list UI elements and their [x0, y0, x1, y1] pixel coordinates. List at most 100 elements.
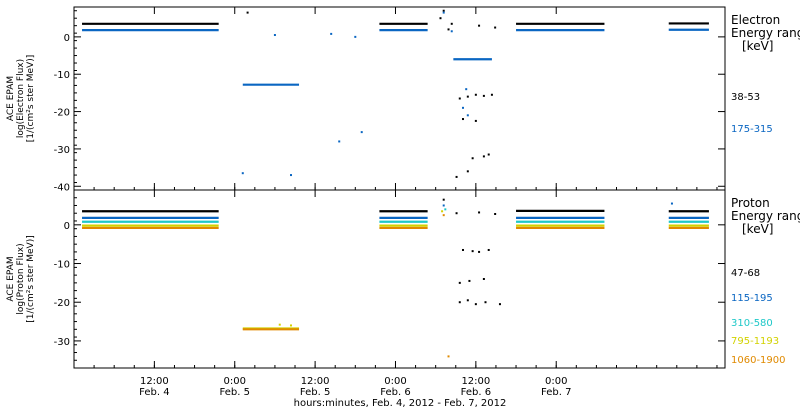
data-point [487, 153, 490, 156]
data-point [494, 26, 497, 29]
legend-item: 47-68 [731, 268, 760, 279]
y-tick-label: 0 [64, 33, 70, 44]
legend-title: Energy ranges [731, 209, 800, 223]
data-point [442, 214, 445, 217]
data-point [455, 212, 458, 215]
data-point [670, 202, 673, 205]
x-tick-time: 0:00 [224, 376, 246, 387]
data-point [474, 93, 477, 96]
data-point [466, 299, 469, 302]
x-tick-time: 12:00 [461, 376, 490, 387]
data-point [482, 94, 485, 97]
y-axis-label: [1/(cm²s ster MeV)] [26, 235, 36, 322]
data-point [354, 35, 357, 38]
y-tick-label: -10 [54, 70, 70, 81]
data-point [468, 279, 471, 282]
data-point [498, 303, 501, 306]
data-point [444, 208, 447, 211]
data-point [471, 157, 474, 160]
data-point [447, 355, 450, 358]
data-point [490, 93, 493, 96]
data-point [439, 17, 442, 20]
data-point [458, 97, 461, 100]
data-point [273, 34, 276, 37]
data-point [482, 155, 485, 158]
series-47-68 [82, 198, 709, 306]
legend-title: Proton [731, 196, 770, 210]
series-1060-1900 [82, 214, 709, 358]
data-point [484, 301, 487, 304]
data-point [487, 248, 490, 251]
y-tick-label: -10 [54, 260, 70, 271]
data-point [466, 170, 469, 173]
legend-title: Electron [731, 13, 780, 27]
x-tick-time: 0:00 [384, 376, 406, 387]
series-38-53 [82, 9, 709, 178]
data-point [441, 210, 444, 213]
y-axis-label: log(Proton Flux) [16, 243, 26, 314]
data-point [290, 174, 292, 177]
x-tick-date: Feb. 5 [220, 387, 250, 398]
data-point [290, 324, 292, 327]
x-tick-time: 0:00 [545, 376, 567, 387]
data-point [478, 24, 481, 27]
legend-title: [keV] [742, 222, 773, 236]
plot-frame [73, 189, 726, 369]
data-point [241, 172, 244, 175]
data-point [482, 278, 485, 280]
data-point [338, 140, 341, 143]
y-tick-label: 0 [64, 221, 70, 232]
data-point [278, 323, 281, 326]
y-tick-label: -20 [54, 108, 70, 119]
legend-title: [keV] [742, 39, 773, 53]
data-point [330, 32, 333, 35]
y-tick-label: -30 [54, 145, 70, 156]
y-tick-label: -30 [54, 337, 70, 348]
y-tick-label: -20 [54, 298, 70, 309]
data-point [474, 303, 477, 306]
data-point [458, 301, 461, 304]
x-tick-time: 12:00 [140, 376, 169, 387]
data-point [478, 211, 481, 214]
x-tick-date: Feb. 6 [380, 387, 410, 398]
data-point [442, 9, 445, 12]
data-point [458, 281, 461, 284]
legend-item: 1060-1900 [731, 355, 786, 366]
data-point [474, 119, 477, 122]
data-point [461, 106, 464, 109]
legend-item: 310-580 [731, 318, 773, 329]
data-point [494, 212, 497, 215]
data-point [471, 250, 474, 253]
proton-panel: 0 -10 -20 -30 ACE EPAM log(Proton Flux) [1/(cm… [6, 189, 800, 369]
y-axis-label: log(Electron Flux) [16, 59, 26, 138]
legend-item: 795-1193 [731, 336, 779, 347]
x-tick-date: Feb. 6 [461, 387, 491, 398]
x-tick-time: 12:00 [301, 376, 330, 387]
data-point [447, 28, 450, 31]
data-point [450, 22, 453, 25]
data-point [466, 95, 469, 98]
data-point [442, 11, 445, 14]
data-point [478, 250, 481, 253]
data-point [466, 114, 469, 117]
x-tick-date: Feb. 4 [139, 387, 169, 398]
data-point [360, 131, 363, 134]
data-point [450, 30, 453, 33]
x-tick-date: Feb. 5 [300, 387, 330, 398]
data-point [461, 248, 464, 251]
x-axis: hours:minutes, Feb. 4, 2012 - Feb. 7, 20… [139, 376, 571, 409]
y-axis-label: [1/(cm²s ster MeV)] [26, 55, 36, 142]
y-axis-label: ACE EPAM [6, 256, 16, 301]
legend-item: 115-195 [731, 293, 773, 304]
data-point [442, 198, 445, 201]
y-tick-label: -40 [54, 182, 70, 193]
x-axis-label: hours:minutes, Feb. 4, 2012 - Feb. 7, 20… [294, 398, 507, 409]
series-175-315 [82, 11, 709, 177]
legend-title: Energy ranges [731, 26, 800, 40]
data-point [461, 118, 464, 121]
data-point [455, 175, 458, 178]
series-115-195 [82, 202, 709, 219]
legend-item: 175-315 [731, 124, 773, 135]
